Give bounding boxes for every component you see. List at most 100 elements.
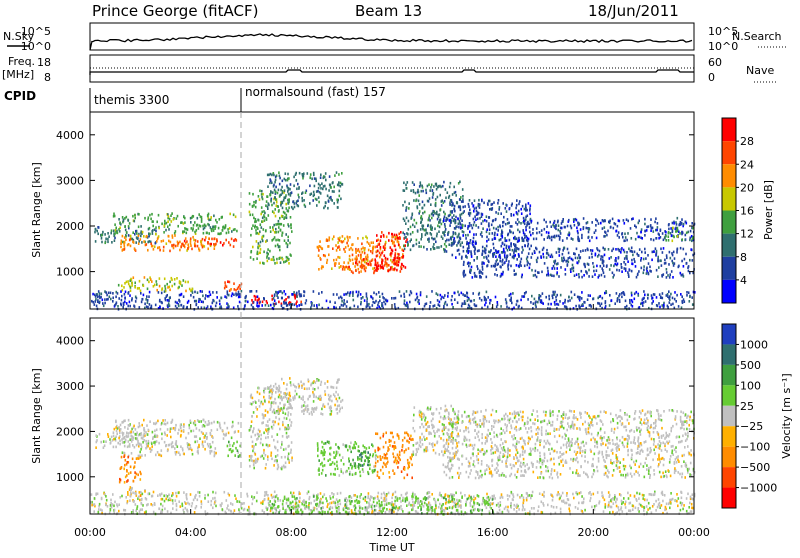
power-cell (298, 304, 300, 307)
power-cell (173, 218, 175, 221)
power-cell (497, 251, 499, 254)
power-cell (595, 218, 597, 221)
velocity-cell (355, 473, 357, 476)
power-cell (313, 191, 315, 194)
power-cell (578, 276, 580, 279)
power-cell (506, 210, 508, 213)
power-cell (580, 256, 582, 259)
velocity-cell (144, 490, 146, 493)
velocity-cell (316, 407, 318, 410)
power-cell (124, 293, 126, 296)
power-cell (529, 213, 531, 216)
power-cell (494, 234, 496, 237)
power-cell (603, 235, 605, 238)
velocity-cell (151, 449, 153, 452)
power-cell (646, 229, 648, 232)
power-cell (270, 173, 272, 176)
power-cell (155, 242, 157, 245)
power-cell (617, 248, 619, 251)
velocity-cell (408, 464, 410, 467)
power-cell (419, 210, 421, 213)
velocity-cell (290, 451, 292, 454)
power-cell (510, 253, 512, 256)
power-cell (642, 299, 644, 302)
power-cell (162, 287, 164, 290)
power-cell (518, 248, 520, 251)
power-cell (453, 186, 455, 189)
power-cell (258, 298, 260, 301)
power-cell (529, 248, 531, 251)
velocity-cell (289, 427, 291, 430)
velocity-cell (442, 454, 444, 457)
power-cell (449, 203, 451, 206)
power-cell (184, 230, 186, 233)
power-cell (301, 192, 303, 195)
velocity-cell (148, 440, 150, 443)
power-cell (117, 232, 119, 235)
power-cell (459, 214, 461, 217)
power-cell (264, 219, 266, 222)
velocity-cell (252, 401, 254, 404)
power-cell (418, 194, 420, 197)
power-cell (406, 217, 408, 220)
power-cell (403, 218, 405, 221)
power-cell (158, 291, 160, 294)
velocity-cell (390, 440, 392, 443)
power-cell (197, 306, 199, 309)
power-cell (402, 204, 404, 207)
power-cell (575, 257, 577, 260)
power-cell (496, 259, 498, 262)
power-cell (594, 273, 596, 276)
power-cell (474, 207, 476, 210)
velocity-cell (394, 445, 396, 448)
velocity-cell (285, 462, 287, 465)
power-cell (173, 247, 175, 250)
nave-label: Nave (746, 64, 774, 77)
power-cell (316, 204, 318, 207)
power-cell (410, 249, 412, 252)
power-cell (491, 203, 493, 206)
velocity-cell (196, 427, 198, 430)
power-cell (303, 172, 305, 175)
velocity-cell (287, 424, 289, 427)
velocity-cell (328, 398, 330, 401)
power-cell (285, 298, 287, 301)
velocity-cell (309, 395, 311, 398)
power-cell (554, 301, 556, 304)
power-cell (238, 291, 240, 294)
velocity-cell (413, 419, 415, 422)
power-cell (376, 239, 378, 242)
velocity-cell (296, 393, 298, 396)
power-cell (227, 228, 229, 231)
power-cell (151, 245, 153, 248)
power-cell (525, 209, 527, 212)
power-cell (468, 265, 470, 268)
velocity-cell (327, 380, 329, 383)
power-cell (384, 243, 386, 246)
power-cell (627, 220, 629, 223)
velocity-cell (448, 443, 450, 446)
power-cell (273, 259, 275, 262)
velocity-cell (340, 400, 342, 403)
power-ylabel: Slant Range [km] (30, 162, 43, 258)
power-cell (635, 265, 637, 268)
power-cell (318, 268, 320, 271)
velocity-cell (278, 412, 280, 415)
power-cell (366, 295, 368, 298)
power-cell (355, 250, 357, 253)
power-cell (579, 240, 581, 243)
power-cell (97, 233, 99, 236)
velocity-cell (277, 387, 279, 390)
power-cell (457, 236, 459, 239)
power-cell (363, 265, 365, 268)
power-cell (313, 304, 315, 307)
velocity-cell (386, 453, 388, 456)
power-cell (440, 208, 442, 211)
power-cell (256, 252, 258, 255)
power-cell (194, 221, 196, 224)
power-cell (124, 225, 126, 228)
velocity-cell (287, 458, 289, 461)
power-cell (618, 231, 620, 234)
power-cell (487, 306, 489, 309)
velocity-cell (289, 419, 291, 422)
